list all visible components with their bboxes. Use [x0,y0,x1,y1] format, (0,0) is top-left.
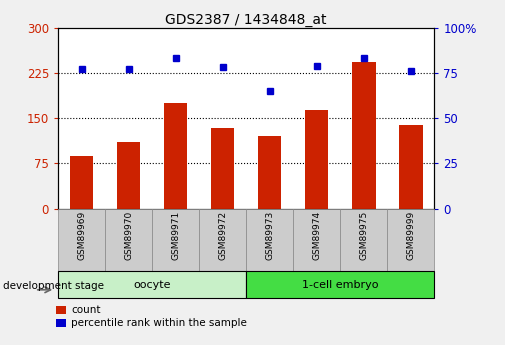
Bar [293,209,340,271]
Bar [246,209,293,271]
Bar [305,110,328,209]
Bar [105,209,152,271]
Bar [199,209,246,271]
Bar [70,156,93,209]
Text: GSM89970: GSM89970 [124,211,133,260]
Text: GSM89975: GSM89975 [359,211,368,260]
Bar [152,209,199,271]
Text: 1-cell embryo: 1-cell embryo [302,280,378,289]
Text: GSM89969: GSM89969 [77,211,86,260]
Text: oocyte: oocyte [133,280,171,289]
Bar [258,136,281,209]
Bar [211,128,234,209]
Text: development stage: development stage [3,281,104,290]
Bar [164,103,187,209]
Text: GSM89971: GSM89971 [171,211,180,260]
Bar [246,271,434,298]
Bar [340,209,387,271]
Text: GSM89999: GSM89999 [407,211,415,260]
Bar [117,142,140,209]
Bar [387,209,434,271]
Bar [352,62,376,209]
Bar [58,209,105,271]
Legend: count, percentile rank within the sample: count, percentile rank within the sample [56,305,247,328]
Bar [58,271,246,298]
Text: GSM89972: GSM89972 [218,211,227,260]
Text: GSM89974: GSM89974 [312,211,321,260]
Bar [399,125,423,209]
Text: GSM89973: GSM89973 [265,211,274,260]
Title: GDS2387 / 1434848_at: GDS2387 / 1434848_at [166,12,327,27]
